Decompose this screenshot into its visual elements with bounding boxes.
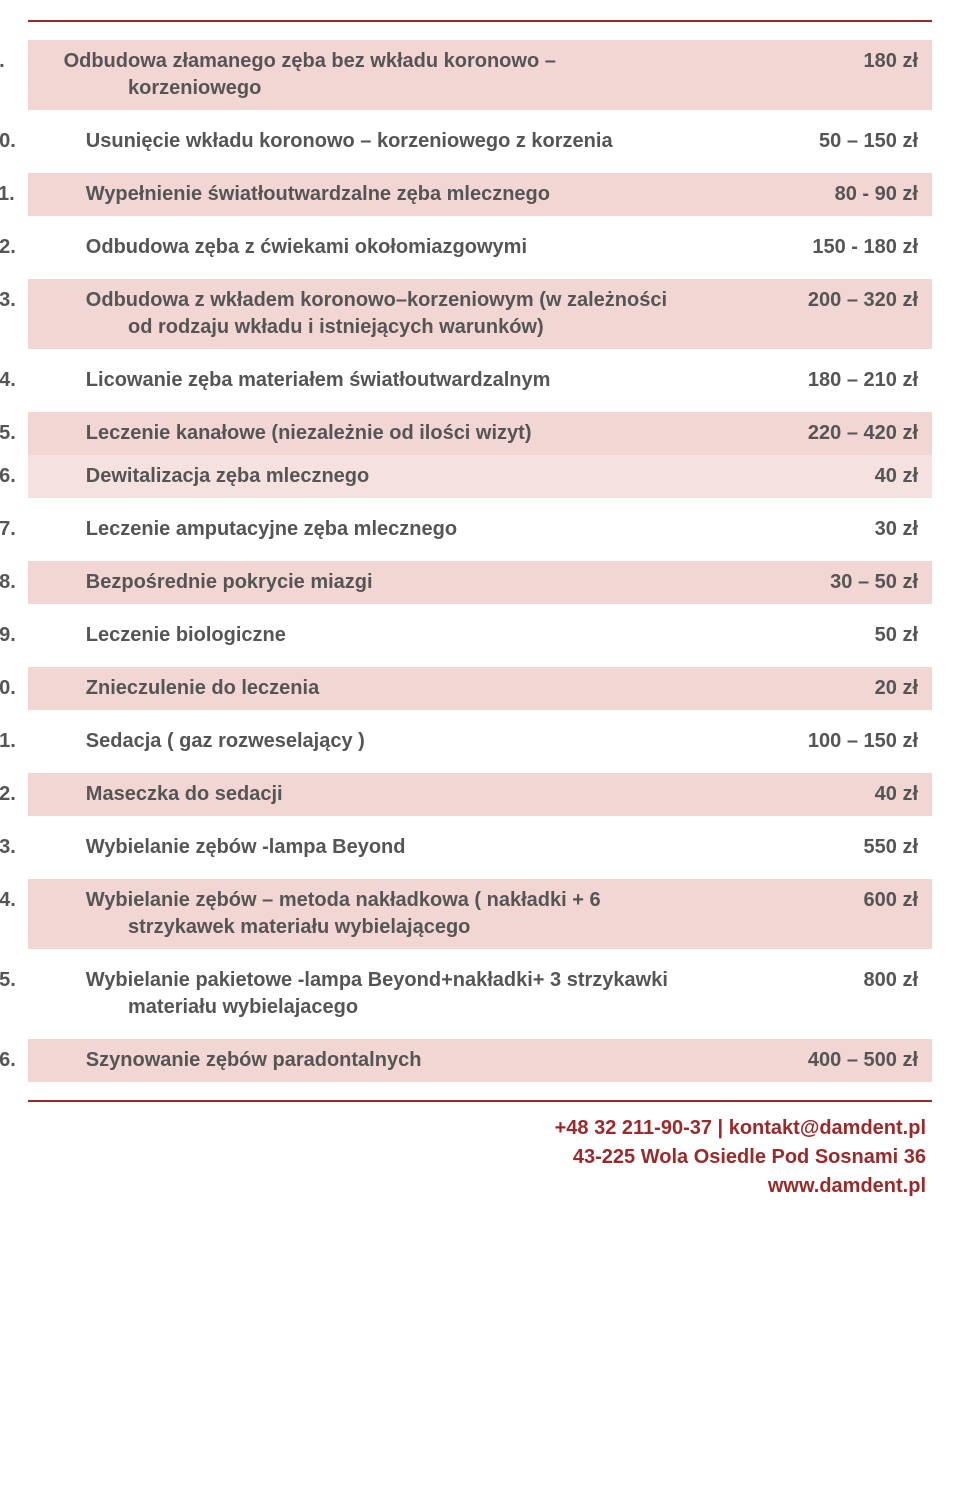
- row-desc: 26. Szynowanie zębów paradontalnych: [58, 1047, 421, 1074]
- footer-line1: +48 32 211-90-37 | kontakt@damdent.pl: [28, 1114, 926, 1143]
- row-price: 20 zł: [708, 675, 918, 702]
- row-desc: 24. Wybielanie zębów – metoda nakładkowa…: [58, 887, 688, 941]
- row-desc: 18. Bezpośrednie pokrycie miazgi: [58, 569, 373, 596]
- row-desc: 21. Sedacja ( gaz rozweselający ): [58, 728, 365, 755]
- bottom-rule: [28, 1100, 932, 1102]
- table-row: 11. Wypełnienie światłoutwardzalne zęba …: [28, 173, 932, 216]
- top-rule: [28, 20, 932, 22]
- row-price: 80 - 90 zł: [708, 181, 918, 208]
- price-list-page: 9. Odbudowa złamanego zęba bez wkładu ko…: [0, 0, 960, 1219]
- table-row: 14. Licowanie zęba materiałem światłoutw…: [28, 359, 932, 402]
- row-price: 30 zł: [708, 516, 918, 543]
- footer-address: 43-225 Wola Osiedle Pod Sosnami 36: [28, 1143, 926, 1172]
- row-price: 180 – 210 zł: [708, 367, 918, 394]
- footer-website: www.damdent.pl: [28, 1172, 926, 1201]
- row-desc: 13. Odbudowa z wkładem koronowo–korzenio…: [58, 287, 688, 341]
- table-row: 10. Usunięcie wkładu koronowo – korzenio…: [28, 120, 932, 163]
- row-desc: 25. Wybielanie pakietowe -lampa Beyond+n…: [58, 967, 688, 1021]
- row-desc: 23. Wybielanie zębów -lampa Beyond: [58, 834, 406, 861]
- table-row: 13. Odbudowa z wkładem koronowo–korzenio…: [28, 279, 932, 349]
- row-price: 30 – 50 zł: [708, 569, 918, 596]
- row-price: 150 - 180 zł: [708, 234, 918, 261]
- table-row: 9. Odbudowa złamanego zęba bez wkładu ko…: [28, 40, 932, 110]
- table-row: 22. Maseczka do sedacji 40 zł: [28, 773, 932, 816]
- footer: +48 32 211-90-37 | kontakt@damdent.pl 43…: [28, 1114, 932, 1201]
- table-row: 18. Bezpośrednie pokrycie miazgi 30 – 50…: [28, 561, 932, 604]
- row-desc: 17. Leczenie amputacyjne zęba mlecznego: [58, 516, 457, 543]
- row-desc: 12. Odbudowa zęba z ćwiekami okołomiazgo…: [58, 234, 527, 261]
- table-row: 24. Wybielanie zębów – metoda nakładkowa…: [28, 879, 932, 949]
- row-price: 800 zł: [708, 967, 918, 994]
- footer-phone: +48 32 211-90-37: [555, 1117, 712, 1139]
- footer-email: kontakt@damdent.pl: [729, 1117, 926, 1139]
- row-price: 400 – 500 zł: [708, 1047, 918, 1074]
- row-desc: 15. Leczenie kanałowe (niezależnie od il…: [58, 420, 531, 447]
- row-price: 40 zł: [708, 463, 918, 490]
- table-row: 26. Szynowanie zębów paradontalnych 400 …: [28, 1039, 932, 1082]
- row-price: 220 – 420 zł: [708, 420, 918, 447]
- row-price: 180 zł: [708, 48, 918, 75]
- table-row: 20. Znieczulenie do leczenia 20 zł: [28, 667, 932, 710]
- table-row: 25. Wybielanie pakietowe -lampa Beyond+n…: [28, 959, 932, 1029]
- row-price: 550 zł: [708, 834, 918, 861]
- row-desc: 22. Maseczka do sedacji: [58, 781, 283, 808]
- row-price: 100 – 150 zł: [708, 728, 918, 755]
- row-price: 40 zł: [708, 781, 918, 808]
- row-desc: 14. Licowanie zęba materiałem światłoutw…: [58, 367, 550, 394]
- table-row: 19. Leczenie biologiczne 50 zł: [28, 614, 932, 657]
- footer-sep: |: [712, 1117, 729, 1139]
- row-desc: 11. Wypełnienie światłoutwardzalne zęba …: [58, 181, 550, 208]
- row-desc: 19. Leczenie biologiczne: [58, 622, 286, 649]
- table-row: 17. Leczenie amputacyjne zęba mlecznego …: [28, 508, 932, 551]
- table-row: 16. Dewitalizacja zęba mlecznego 40 zł: [28, 455, 932, 498]
- row-price: 50 zł: [708, 622, 918, 649]
- table-row: 15. Leczenie kanałowe (niezależnie od il…: [28, 412, 932, 455]
- table-row: 23. Wybielanie zębów -lampa Beyond 550 z…: [28, 826, 932, 869]
- row-desc: 16. Dewitalizacja zęba mlecznego: [58, 463, 369, 490]
- row-desc: 20. Znieczulenie do leczenia: [58, 675, 319, 702]
- row-price: 200 – 320 zł: [708, 287, 918, 314]
- row-price: 50 – 150 zł: [708, 128, 918, 155]
- row-desc: 10. Usunięcie wkładu koronowo – korzenio…: [58, 128, 613, 155]
- row-price: 600 zł: [708, 887, 918, 914]
- row-desc: 9. Odbudowa złamanego zęba bez wkładu ko…: [58, 48, 688, 102]
- table-row: 21. Sedacja ( gaz rozweselający ) 100 – …: [28, 720, 932, 763]
- table-row: 12. Odbudowa zęba z ćwiekami okołomiazgo…: [28, 226, 932, 269]
